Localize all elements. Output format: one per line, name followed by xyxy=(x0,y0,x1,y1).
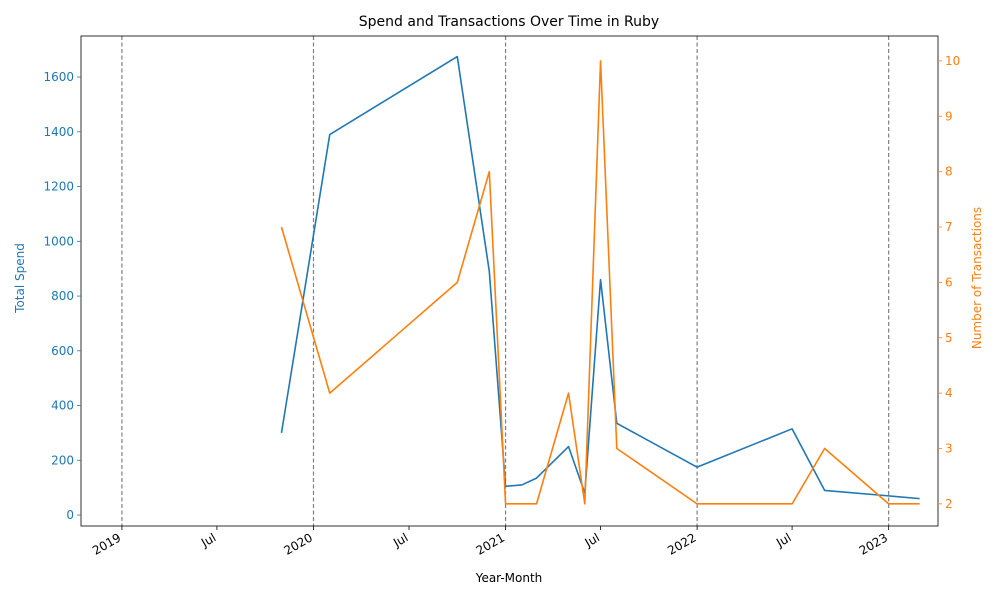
y-right-tick-label-5: 7 xyxy=(945,220,953,234)
x-tick-label-1: Jul xyxy=(198,530,218,550)
y-right-tick-label-2: 4 xyxy=(945,386,953,400)
y-right-tick-label-3: 5 xyxy=(945,331,953,345)
series-line-spend xyxy=(280,55,920,500)
y-left-tick-label-3: 600 xyxy=(51,344,74,358)
plot-frame xyxy=(80,35,939,527)
series-layer xyxy=(280,55,920,505)
x-tick-label-7: Jul xyxy=(773,530,793,550)
y-right-tick-label-1: 3 xyxy=(945,441,953,455)
y-right-tick-label-6: 8 xyxy=(945,165,953,179)
y-left-tick-label-4: 800 xyxy=(51,289,74,303)
y-left-tick-label-1: 200 xyxy=(51,453,74,467)
x-tick-label-5: Jul xyxy=(582,530,602,550)
y-axis-left: 0 200 400 600 800 1000 1200 1400 1600 xyxy=(43,70,81,522)
y-right-tick-label-8: 10 xyxy=(945,54,960,68)
chart-title: Spend and Transactions Over Time in Ruby xyxy=(359,14,659,30)
y-right-tick-label-0: 2 xyxy=(945,497,953,511)
x-axis-label: Year-Month xyxy=(475,571,543,585)
series-line-transactions xyxy=(280,60,920,505)
y-left-tick-label-7: 1400 xyxy=(43,125,74,139)
y-axis-left-label: Total Spend xyxy=(13,243,27,314)
y-left-tick-label-2: 400 xyxy=(51,399,74,413)
y-left-tick-label-5: 1000 xyxy=(43,234,74,248)
year-boundary-lines xyxy=(121,36,890,526)
y-right-tick-label-4: 6 xyxy=(945,275,953,289)
y-left-tick-label-6: 1200 xyxy=(43,180,74,194)
y-axis-right-label: Number of Transactions xyxy=(970,207,984,349)
y-right-tick-label-7: 9 xyxy=(945,109,953,123)
y-left-tick-label-8: 1600 xyxy=(43,70,74,84)
x-tick-label-3: Jul xyxy=(390,530,410,550)
y-axis-right: 2 3 4 5 6 7 8 9 10 xyxy=(938,54,960,511)
y-left-tick-label-0: 0 xyxy=(66,508,74,522)
